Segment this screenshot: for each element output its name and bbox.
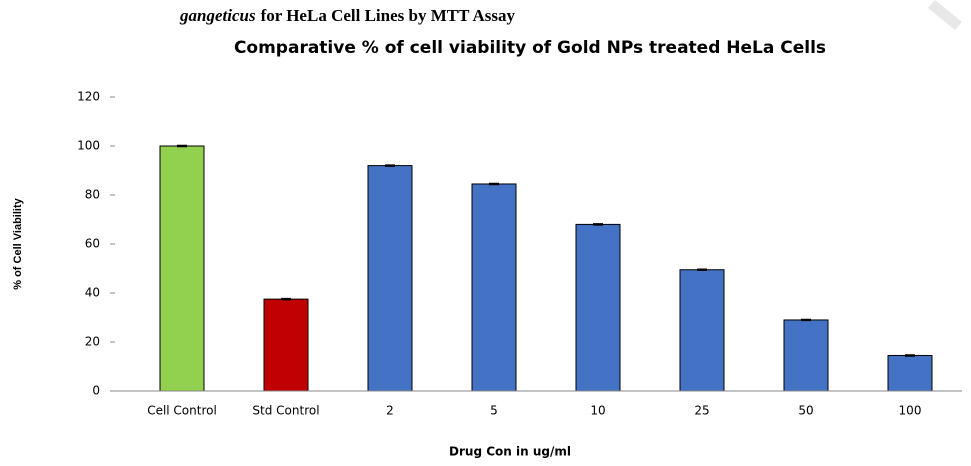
x-tick-label: 2: [386, 404, 394, 418]
y-tick-label: 120: [77, 90, 100, 104]
bar: [887, 354, 933, 392]
bar: [367, 165, 413, 392]
error-bar: [385, 164, 395, 167]
error-bar: [593, 223, 603, 226]
bar: [783, 319, 829, 392]
y-tick-label: 0: [92, 384, 100, 398]
y-axis-label: % of Cell Viability: [12, 197, 24, 289]
x-tick-label: 10: [590, 404, 605, 418]
x-tick-label: Std Control: [252, 404, 319, 418]
error-bar: [281, 297, 291, 301]
error-bar: [801, 318, 811, 322]
x-tick-label: 100: [899, 404, 922, 418]
y-tick-label: 100: [77, 139, 100, 153]
y-tick-label: 80: [85, 188, 100, 202]
error-bar: [905, 354, 915, 357]
bar: [159, 145, 205, 392]
x-axis-label: Drug Con in ug/ml: [449, 445, 571, 459]
caption: gangeticus for HeLa Cell Lines by MTT Ass…: [179, 6, 515, 25]
error-bar: [697, 268, 707, 271]
x-tick-label: 50: [798, 404, 813, 418]
x-tick-label: 5: [490, 404, 498, 418]
chart-title: Comparative % of cell viability of Gold …: [234, 38, 826, 58]
bar: [471, 183, 517, 392]
y-tick-label: 20: [85, 335, 100, 349]
error-bar: [177, 144, 187, 148]
x-tick-label: 25: [694, 404, 709, 418]
y-tick-label: 40: [85, 286, 100, 300]
caption-rest: for HeLa Cell Lines by MTT Assay: [261, 6, 516, 25]
x-tick-label: Cell Control: [147, 404, 217, 418]
bar: [263, 298, 309, 392]
bar: [575, 223, 621, 392]
error-bar: [489, 182, 499, 186]
y-tick-label: 60: [85, 237, 100, 251]
corner-mark: [928, 0, 962, 30]
bar: [679, 269, 725, 392]
caption-italic: gangeticus: [179, 6, 256, 25]
